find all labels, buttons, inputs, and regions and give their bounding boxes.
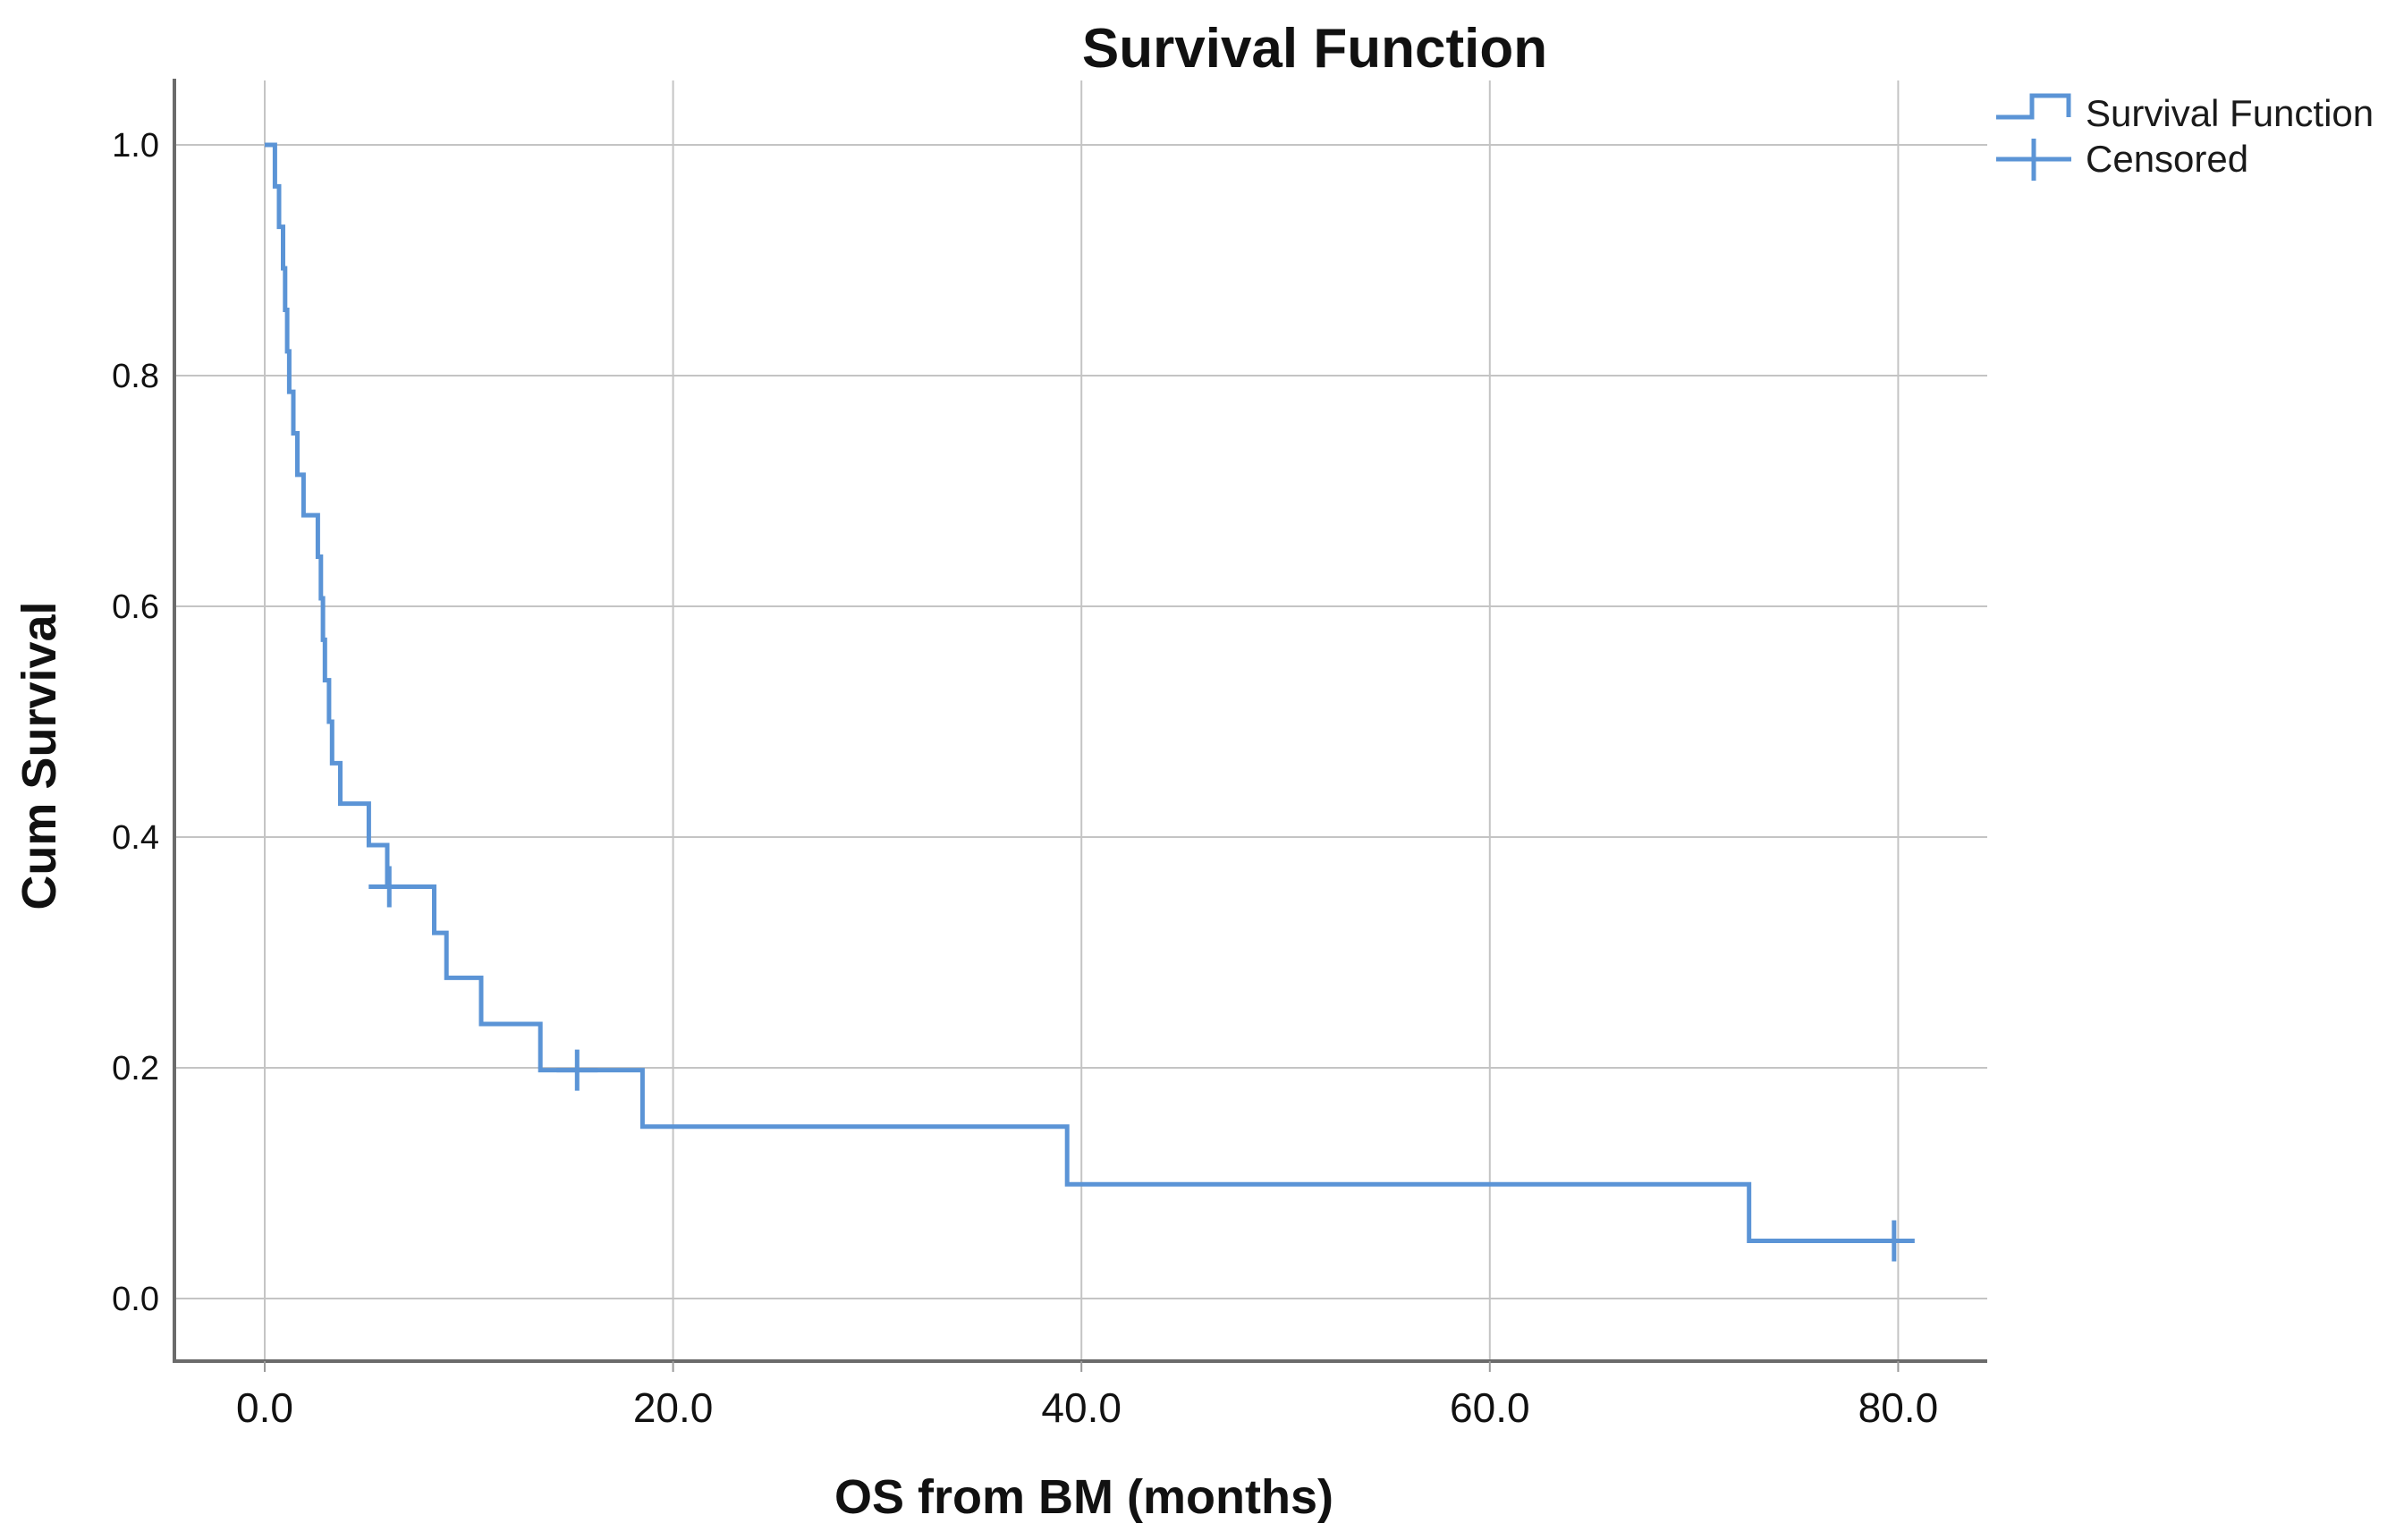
x-tick-label: 80.0 xyxy=(1858,1384,1939,1431)
y-tick-labels: 0.0 0.2 0.4 0.6 0.8 1.0 xyxy=(112,127,159,1318)
x-axis-title: OS from BM (months) xyxy=(834,1470,1333,1524)
legend-censored-plus-icon xyxy=(1996,139,2071,181)
y-axis-title: Cum Survival xyxy=(13,601,66,910)
y-tick-label: 0.8 xyxy=(112,358,159,395)
chart-title: Survival Function xyxy=(1082,18,1547,80)
y-tick-label: 1.0 xyxy=(112,127,159,165)
survival-series xyxy=(265,142,1894,1243)
legend-step-line-icon xyxy=(1996,93,2071,120)
x-tick-labels: 0.0 20.0 40.0 60.0 80.0 xyxy=(236,1384,1938,1431)
censored-markers xyxy=(368,866,1915,1262)
y-tick-label: 0.4 xyxy=(112,819,159,857)
axis-frame xyxy=(173,79,1987,1372)
x-tick-label: 40.0 xyxy=(1041,1384,1122,1431)
gridlines xyxy=(174,80,1987,1361)
y-tick-label: 0.0 xyxy=(112,1281,159,1318)
survival-step-line xyxy=(265,142,1894,1243)
y-tick-label: 0.2 xyxy=(112,1050,159,1087)
legend-label-censored: Censored xyxy=(2086,138,2248,180)
x-tick-label: 60.0 xyxy=(1450,1384,1530,1431)
censored-marker xyxy=(368,866,411,908)
legend: Survival Function Censored xyxy=(1996,92,2374,181)
censored-marker xyxy=(1873,1220,1915,1262)
x-tick-label: 0.0 xyxy=(236,1384,293,1431)
legend-label-survival-function: Survival Function xyxy=(2086,92,2374,134)
x-tick-label: 20.0 xyxy=(633,1384,714,1431)
y-tick-label: 0.6 xyxy=(112,588,159,626)
censored-marker xyxy=(556,1049,598,1091)
